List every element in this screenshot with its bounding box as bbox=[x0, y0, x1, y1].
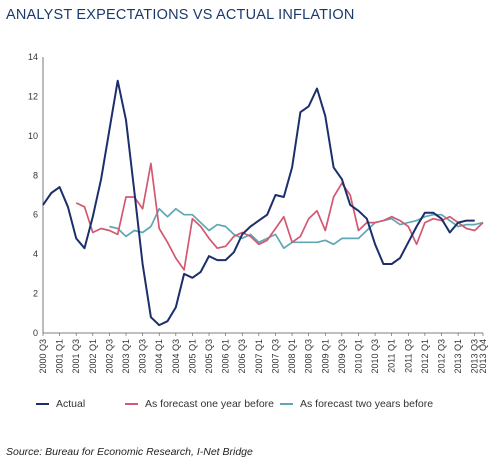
x-tick-label: 2003 Q1 bbox=[121, 339, 131, 374]
series-line-two-years bbox=[109, 207, 484, 250]
y-tick-label: 10 bbox=[28, 131, 38, 141]
y-tick-label: 6 bbox=[33, 210, 38, 220]
x-tick-label: 2012 Q3 bbox=[436, 339, 446, 374]
legend-swatch-actual bbox=[36, 403, 49, 405]
series-line-actual bbox=[42, 79, 475, 327]
x-tick-label: 2010 Q3 bbox=[370, 339, 380, 374]
y-tick-label: 2 bbox=[33, 289, 38, 299]
x-tick-label: 2011 Q3 bbox=[403, 339, 413, 373]
x-tick-label: 2009 Q3 bbox=[337, 339, 347, 374]
x-tick-label: 2006 Q1 bbox=[221, 339, 231, 374]
series-lines bbox=[42, 79, 484, 327]
x-tick-label: 2007 Q3 bbox=[270, 339, 280, 374]
x-tick-label: 2009 Q1 bbox=[320, 339, 330, 374]
x-tick-label: 2008 Q3 bbox=[304, 339, 314, 374]
x-tick-label: 2008 Q1 bbox=[287, 339, 297, 374]
legend-label-two-years: As forecast two years before bbox=[300, 398, 434, 410]
y-tick-label: 0 bbox=[33, 328, 38, 338]
y-axis: 0 2 4 6 8 10 12 14 bbox=[28, 52, 44, 338]
x-tick-label: 2013 Q1 bbox=[453, 339, 463, 374]
x-tick-label: 2005 Q3 bbox=[204, 339, 214, 374]
chart-title: ANALYST EXPECTATIONS VS ACTUAL INFLATION bbox=[6, 7, 355, 23]
legend-label-one-year: As forecast one year before bbox=[145, 398, 274, 410]
x-tick-label: 2005 Q1 bbox=[187, 339, 197, 374]
series-line-one-year bbox=[75, 162, 484, 271]
x-tick-label: 2004 Q1 bbox=[154, 339, 164, 374]
x-tick-label: 2012 Q1 bbox=[420, 339, 430, 374]
x-tick-label: 2010 Q1 bbox=[353, 339, 363, 374]
y-tick-label: 12 bbox=[28, 91, 38, 101]
y-tick-label: 4 bbox=[33, 249, 38, 259]
legend-item-one-year: As forecast one year before bbox=[125, 398, 274, 410]
x-tick-label: 2000 Q3 bbox=[38, 339, 48, 374]
legend-swatch-two-years bbox=[280, 403, 293, 405]
x-tick-label: 2006 Q3 bbox=[237, 339, 247, 374]
x-tick-label: 2002 Q3 bbox=[104, 339, 114, 374]
x-tick-label: 2001 Q1 bbox=[55, 339, 65, 374]
legend-label-actual: Actual bbox=[56, 398, 86, 410]
x-tick-label: 2002 Q1 bbox=[88, 339, 98, 374]
x-tick-label: 2007 Q1 bbox=[254, 339, 264, 374]
x-tick-label: 2004 Q3 bbox=[171, 339, 181, 374]
legend-item-actual: Actual bbox=[36, 398, 85, 410]
x-tick-label: 2013 Q3 bbox=[470, 339, 480, 374]
source-note: Source: Bureau for Economic Research, I-… bbox=[6, 446, 253, 458]
y-tick-label: 8 bbox=[33, 170, 38, 180]
legend-item-two-years: As forecast two years before bbox=[280, 398, 433, 410]
x-tick-label: 2011 Q1 bbox=[387, 339, 397, 373]
chart-legend: Actual As forecast one year before As fo… bbox=[0, 398, 500, 416]
y-tick-label: 14 bbox=[28, 52, 38, 62]
x-tick-label: 2001 Q3 bbox=[71, 339, 81, 374]
x-axis: 2000 Q3 2001 Q1 2001 Q3 2002 Q1 2002 Q3 2003 … bbox=[38, 332, 488, 374]
x-tick-label: 2003 Q3 bbox=[138, 339, 148, 374]
x-tick-label: 2013 Q4 bbox=[478, 339, 488, 374]
legend-swatch-one-year bbox=[125, 403, 138, 405]
inflation-line-chart: 0 2 4 6 8 10 12 14 2000 Q3 2001 Q1 2001 Q3 2002 Q1… bbox=[28, 52, 488, 374]
